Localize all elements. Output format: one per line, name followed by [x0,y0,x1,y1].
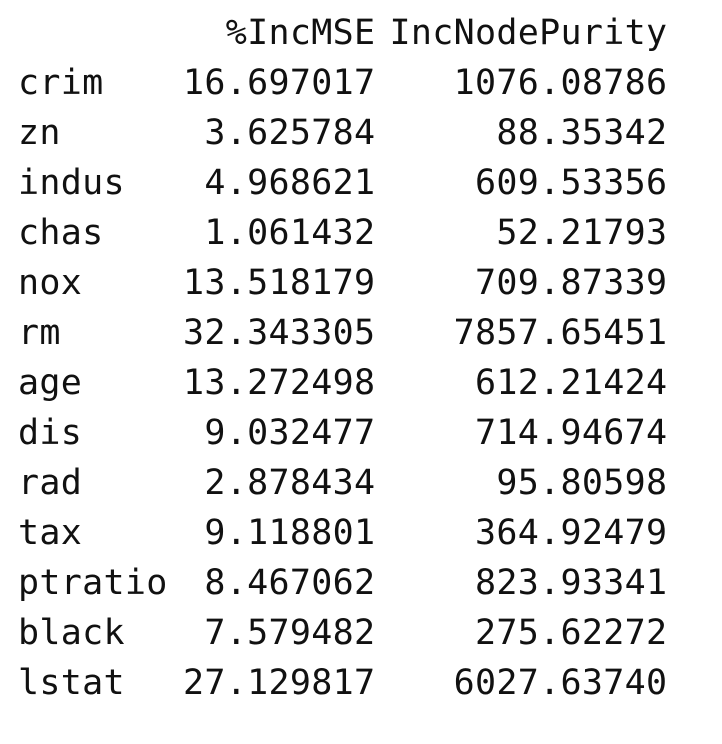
incnodepurity-value: 7857.65451 [453,313,668,353]
incmse-value: 32.343305 [183,313,376,353]
row-name: lstat [18,663,125,703]
col-header-incmse: %IncMSE [225,13,376,53]
row-name: age [18,363,83,403]
table-row: dis 9.032477 714.94674 [18,408,667,458]
col-header-incnodepurity: IncNodePurity [389,13,668,53]
incnodepurity-value: 275.62272 [475,613,668,653]
table-row: crim 16.697017 1076.08786 [18,58,667,108]
row-name: dis [18,413,83,453]
incmse-value: 1.061432 [204,213,376,253]
incnodepurity-value: 609.53356 [475,163,668,203]
incmse-value: 8.467062 [204,563,376,603]
incmse-value: 16.697017 [183,63,376,103]
row-name-header [18,8,183,58]
row-name: chas [18,213,104,253]
incnodepurity-value: 6027.63740 [453,663,668,703]
incmse-value: 9.032477 [204,413,376,453]
incmse-value: 13.518179 [183,263,376,303]
table-row: tax 9.118801 364.92479 [18,508,667,558]
row-name: indus [18,163,125,203]
row-name: crim [18,63,104,103]
console-output: %IncMSE IncNodePurity crim 16.697017 107… [18,8,667,708]
incnodepurity-value: 88.35342 [496,113,668,153]
incnodepurity-value: 1076.08786 [453,63,668,103]
incmse-value: 9.118801 [204,513,376,553]
row-name: zn [18,113,61,153]
incmse-value: 13.272498 [183,363,376,403]
table-row: chas 1.061432 52.21793 [18,208,667,258]
incnodepurity-value: 612.21424 [475,363,668,403]
table-row: lstat 27.129817 6027.63740 [18,658,667,708]
table-row: zn 3.625784 88.35342 [18,108,667,158]
row-name: tax [18,513,83,553]
table-row: indus 4.968621 609.53356 [18,158,667,208]
table-row: rm 32.343305 7857.65451 [18,308,667,358]
incmse-value: 2.878434 [204,463,376,503]
table-row: age 13.272498 612.21424 [18,358,667,408]
row-name: rm [18,313,61,353]
importance-table: %IncMSE IncNodePurity crim 16.697017 107… [18,8,667,708]
incmse-value: 7.579482 [204,613,376,653]
row-name: rad [18,463,83,503]
incnodepurity-value: 364.92479 [475,513,668,553]
incnodepurity-value: 823.93341 [475,563,668,603]
incmse-value: 4.968621 [204,163,376,203]
incnodepurity-value: 709.87339 [475,263,668,303]
incmse-value: 27.129817 [183,663,376,703]
table-header-row: %IncMSE IncNodePurity [18,8,667,58]
incnodepurity-value: 52.21793 [496,213,668,253]
row-name: nox [18,263,83,303]
row-name: ptratio [18,563,168,603]
table-row: ptratio 8.467062 823.93341 [18,558,667,608]
table-row: black 7.579482 275.62272 [18,608,667,658]
table-row: nox 13.518179 709.87339 [18,258,667,308]
incmse-value: 3.625784 [204,113,376,153]
incnodepurity-value: 714.94674 [475,413,668,453]
row-name: black [18,613,125,653]
incnodepurity-value: 95.80598 [496,463,668,503]
table-row: rad 2.878434 95.80598 [18,458,667,508]
